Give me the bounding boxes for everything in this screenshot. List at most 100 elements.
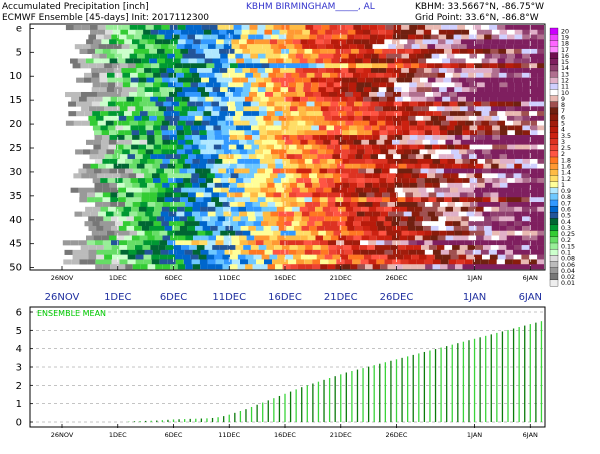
plume-cell — [459, 77, 467, 83]
plume-cell — [152, 230, 160, 236]
plume-cell — [408, 34, 416, 40]
plume-x-tick-label: 26NOV — [51, 274, 74, 282]
plume-cell — [529, 221, 538, 227]
plume-cell — [296, 197, 305, 203]
plume-cell — [514, 72, 522, 78]
plume-cell — [492, 178, 500, 184]
plume-cell — [297, 135, 305, 141]
plume-cell — [187, 111, 196, 117]
plume-cell — [454, 82, 462, 88]
plume-cell — [439, 53, 447, 59]
plume-cell — [251, 111, 259, 117]
plume-cell — [211, 154, 219, 160]
plume-cell — [378, 68, 387, 74]
plume-cell — [157, 225, 165, 232]
plume-cell — [361, 91, 369, 98]
plume-cell — [252, 135, 260, 141]
plume-cell — [171, 101, 180, 107]
plume-cell — [522, 82, 530, 88]
plume-cell — [484, 182, 493, 188]
plume-cell — [286, 149, 295, 155]
plume-cell — [135, 154, 143, 160]
plume-cell — [450, 58, 458, 64]
plume-cell — [96, 254, 105, 260]
plume-cell — [372, 135, 380, 141]
plume-cell — [141, 34, 150, 40]
plume-cell — [211, 29, 219, 35]
plume-cell — [239, 44, 248, 50]
plume-cell — [278, 44, 287, 50]
plume-cell — [432, 144, 440, 150]
plume-cell — [200, 264, 208, 270]
plume-cell — [293, 115, 302, 121]
plume-cell — [424, 125, 432, 131]
plume-cell — [351, 192, 359, 198]
plume-cell — [162, 182, 170, 188]
plume-cell — [357, 130, 365, 136]
plume-cell — [473, 91, 481, 98]
plume-cell — [183, 178, 191, 184]
plume-cell — [205, 230, 213, 236]
plume-cell — [492, 135, 500, 141]
plume-cell — [513, 187, 522, 193]
plume-cell — [529, 29, 538, 35]
plume-cell — [125, 58, 134, 64]
plume-cell — [529, 82, 538, 88]
plume-cell — [483, 72, 492, 78]
legend-label: 14 — [561, 65, 569, 72]
plume-cell — [131, 130, 140, 136]
plume-cell — [252, 96, 261, 102]
plume-cell — [252, 182, 260, 188]
plume-cell — [466, 211, 475, 217]
plume-cell — [458, 254, 467, 260]
plume-cell — [537, 72, 544, 78]
plume-cell — [462, 135, 470, 141]
plume-cell — [484, 135, 493, 141]
plume-cell — [146, 206, 155, 212]
plume-cell — [433, 111, 442, 117]
plume-cell — [165, 96, 174, 102]
plume-cell — [65, 120, 74, 126]
plume-cell — [507, 34, 515, 40]
plume-cell — [244, 187, 253, 193]
plume-cell — [372, 264, 381, 270]
plume-cell — [282, 106, 290, 112]
plume-cell — [449, 120, 458, 126]
plume-cell — [537, 182, 544, 188]
plume-cell — [497, 211, 506, 217]
plume-cell — [498, 245, 507, 251]
plume-cell — [206, 63, 215, 69]
plume-cell — [112, 29, 121, 35]
plume-cell — [339, 58, 348, 64]
plume-cell — [228, 58, 237, 64]
plume-cell — [207, 182, 215, 188]
legend-swatch — [549, 70, 559, 78]
plume-cell — [223, 211, 232, 217]
plume-cell — [309, 211, 318, 217]
plume-cell — [491, 206, 500, 212]
plume-cell — [337, 120, 346, 126]
plume-cell — [414, 206, 423, 212]
plume-cell — [147, 202, 156, 208]
plume-cell — [243, 111, 251, 117]
plume-cell — [139, 182, 148, 188]
plume-cell — [246, 235, 255, 241]
plume-cell — [232, 77, 241, 83]
plume-cell — [129, 120, 138, 126]
header-station: KBHM BIRMINGHAM_____, AL — [246, 2, 375, 12]
plume-cell — [514, 163, 522, 169]
plume-cell — [261, 235, 270, 241]
plume-cell — [349, 182, 358, 188]
plume-cell — [417, 144, 425, 150]
plume-cell — [440, 259, 449, 265]
plume-cell — [63, 259, 72, 265]
plume-cell — [284, 187, 292, 193]
plume-cell — [145, 120, 154, 126]
plume-cell — [187, 168, 196, 174]
plume-cell — [317, 149, 326, 155]
plume-cell — [214, 63, 223, 69]
legend-swatch — [549, 181, 559, 189]
plume-cell — [424, 240, 433, 246]
plume-cell — [282, 202, 291, 208]
plume-cell — [246, 173, 255, 179]
